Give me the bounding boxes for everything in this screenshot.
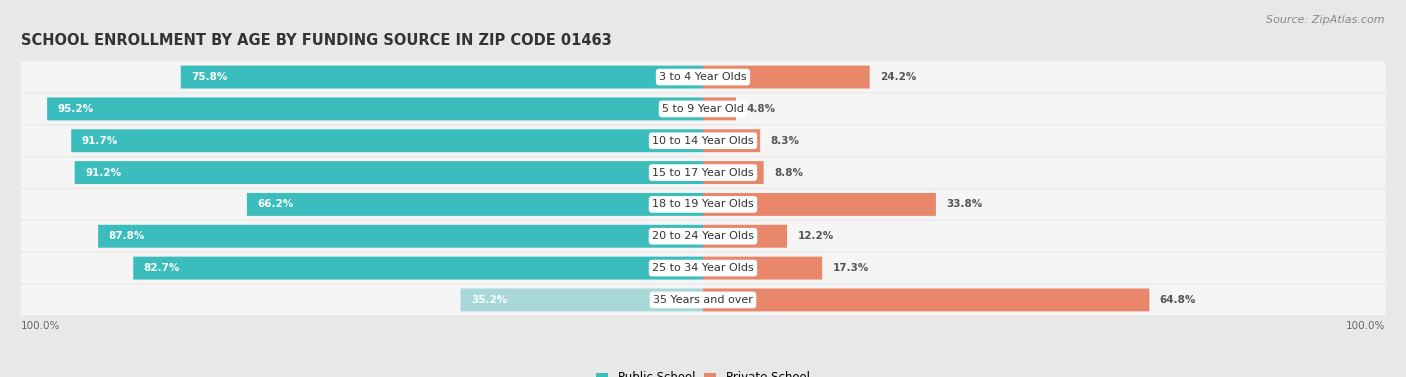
FancyBboxPatch shape — [21, 285, 1385, 315]
FancyBboxPatch shape — [48, 97, 703, 120]
Text: 91.2%: 91.2% — [84, 168, 121, 178]
FancyBboxPatch shape — [703, 66, 870, 89]
Text: 15 to 17 Year Olds: 15 to 17 Year Olds — [652, 168, 754, 178]
Text: 20 to 24 Year Olds: 20 to 24 Year Olds — [652, 231, 754, 241]
FancyBboxPatch shape — [247, 193, 703, 216]
Text: 3 to 4 Year Olds: 3 to 4 Year Olds — [659, 72, 747, 82]
Text: 91.7%: 91.7% — [82, 136, 118, 146]
Text: 8.3%: 8.3% — [770, 136, 800, 146]
FancyBboxPatch shape — [134, 257, 703, 280]
FancyBboxPatch shape — [461, 288, 703, 311]
FancyBboxPatch shape — [703, 193, 936, 216]
FancyBboxPatch shape — [703, 97, 737, 120]
Text: 35 Years and over: 35 Years and over — [652, 295, 754, 305]
Text: 4.8%: 4.8% — [747, 104, 776, 114]
FancyBboxPatch shape — [21, 62, 1385, 92]
Text: 100.0%: 100.0% — [21, 321, 60, 331]
Text: Source: ZipAtlas.com: Source: ZipAtlas.com — [1267, 15, 1385, 25]
Text: 24.2%: 24.2% — [880, 72, 917, 82]
Text: 12.2%: 12.2% — [797, 231, 834, 241]
Text: 18 to 19 Year Olds: 18 to 19 Year Olds — [652, 199, 754, 209]
Text: 82.7%: 82.7% — [143, 263, 180, 273]
Text: 95.2%: 95.2% — [58, 104, 94, 114]
Text: 66.2%: 66.2% — [257, 199, 294, 209]
Text: 25 to 34 Year Olds: 25 to 34 Year Olds — [652, 263, 754, 273]
Text: 64.8%: 64.8% — [1160, 295, 1197, 305]
FancyBboxPatch shape — [703, 225, 787, 248]
Text: SCHOOL ENROLLMENT BY AGE BY FUNDING SOURCE IN ZIP CODE 01463: SCHOOL ENROLLMENT BY AGE BY FUNDING SOUR… — [21, 33, 612, 48]
FancyBboxPatch shape — [703, 129, 761, 152]
FancyBboxPatch shape — [21, 189, 1385, 220]
FancyBboxPatch shape — [75, 161, 703, 184]
FancyBboxPatch shape — [703, 288, 1150, 311]
FancyBboxPatch shape — [21, 253, 1385, 284]
Text: 87.8%: 87.8% — [108, 231, 145, 241]
Text: 33.8%: 33.8% — [946, 199, 983, 209]
FancyBboxPatch shape — [21, 157, 1385, 188]
Text: 17.3%: 17.3% — [832, 263, 869, 273]
Text: 5 to 9 Year Old: 5 to 9 Year Old — [662, 104, 744, 114]
Text: 10 to 14 Year Olds: 10 to 14 Year Olds — [652, 136, 754, 146]
Text: 75.8%: 75.8% — [191, 72, 228, 82]
FancyBboxPatch shape — [21, 93, 1385, 124]
Legend: Public School, Private School: Public School, Private School — [592, 366, 814, 377]
FancyBboxPatch shape — [98, 225, 703, 248]
FancyBboxPatch shape — [21, 126, 1385, 156]
FancyBboxPatch shape — [703, 257, 823, 280]
FancyBboxPatch shape — [703, 161, 763, 184]
Text: 8.8%: 8.8% — [773, 168, 803, 178]
FancyBboxPatch shape — [72, 129, 703, 152]
Text: 100.0%: 100.0% — [1346, 321, 1385, 331]
FancyBboxPatch shape — [181, 66, 703, 89]
FancyBboxPatch shape — [21, 221, 1385, 251]
Text: 35.2%: 35.2% — [471, 295, 508, 305]
